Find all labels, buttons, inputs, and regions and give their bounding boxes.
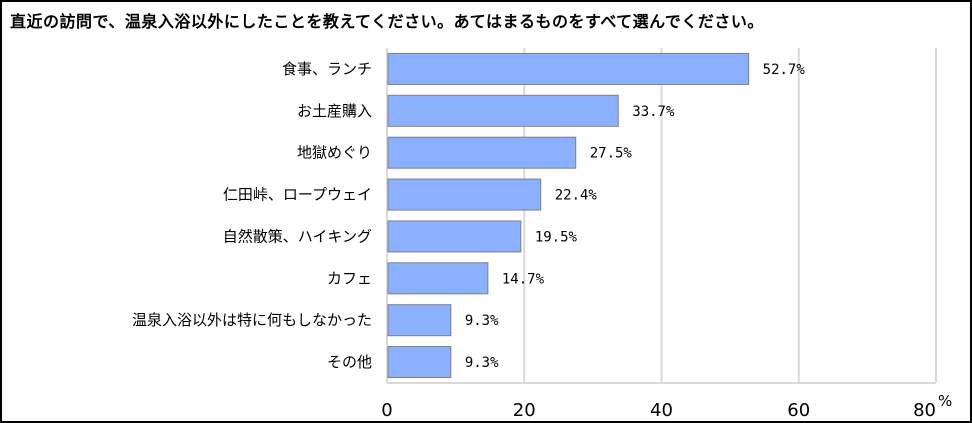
x-unit-label: % xyxy=(938,392,952,410)
category-label: カフェ xyxy=(327,269,372,287)
data-label: 9.3% xyxy=(465,313,499,329)
x-tick-label: 60 xyxy=(787,400,810,421)
x-tick-label: 80 xyxy=(913,400,936,421)
data-label: 9.3% xyxy=(465,355,499,371)
category-label: 食事、ランチ xyxy=(282,60,372,78)
bar xyxy=(387,178,542,211)
bar xyxy=(387,136,577,169)
data-label: 27.5% xyxy=(590,146,633,162)
x-tick-label: 40 xyxy=(650,400,673,421)
data-label: 52.7% xyxy=(763,62,806,78)
category-label: 仁田峠、ロープウェイ xyxy=(223,186,372,204)
bar xyxy=(387,304,452,337)
bar xyxy=(387,94,619,127)
category-label: 自然散策、ハイキング xyxy=(223,227,372,245)
data-label: 19.5% xyxy=(535,229,578,245)
bar xyxy=(387,346,452,379)
category-label: 地獄めぐり xyxy=(297,144,372,162)
data-label: 22.4% xyxy=(555,188,598,204)
category-label: その他 xyxy=(327,353,372,371)
bar xyxy=(387,220,522,253)
category-label: 温泉入浴以外は特に何もしなかった xyxy=(132,311,372,329)
x-tick-label: 0 xyxy=(381,400,392,421)
bar xyxy=(387,52,750,85)
x-tick-label: 20 xyxy=(513,400,536,421)
bar xyxy=(387,262,489,295)
category-label: お土産購入 xyxy=(297,102,372,120)
chart-title: 直近の訪問で、温泉入浴以外にしたことを教えてください。あてはまるものをすべて選ん… xyxy=(10,12,764,31)
data-label: 14.7% xyxy=(502,271,545,287)
data-label: 33.7% xyxy=(632,104,675,120)
